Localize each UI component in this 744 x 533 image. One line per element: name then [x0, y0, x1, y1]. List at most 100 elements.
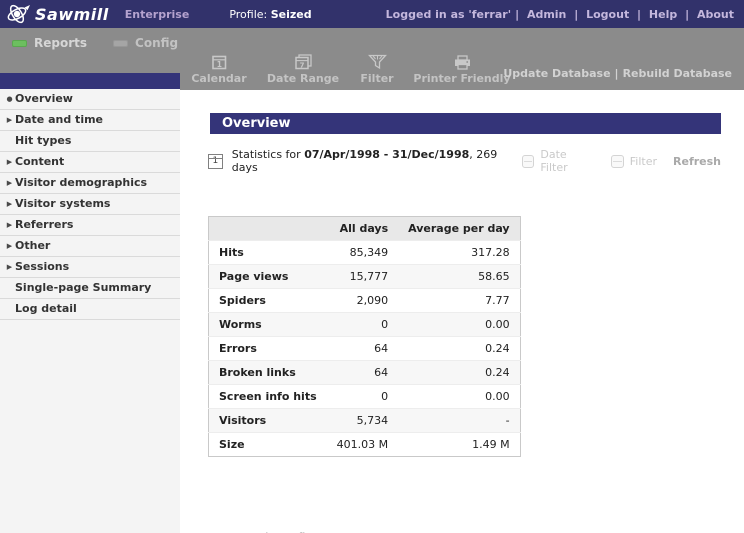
- row-value: 1.49 M: [398, 432, 521, 457]
- printer-icon: [454, 53, 471, 70]
- database-actions: Update Database | Rebuild Database: [503, 67, 732, 80]
- row-value: 58.65: [398, 264, 521, 289]
- sidebar-item-other[interactable]: ▶ Other: [0, 236, 180, 257]
- table-row: Visitors 5,734-: [208, 408, 521, 433]
- tab-reports[interactable]: Reports: [12, 36, 87, 50]
- date-filter-checkbox[interactable]: [521, 154, 535, 168]
- config-tab-label: Config: [135, 36, 179, 50]
- reports-tab-icon: [12, 39, 27, 47]
- sidebar-item-label: Referrers: [15, 218, 74, 231]
- statistics-bar: 1 Statistics for 07/Apr/1998 - 31/Dec/19…: [208, 148, 721, 174]
- sidebar-item-label: Sessions: [15, 260, 70, 273]
- sidebar-item-date-and-time[interactable]: ▶ Date and time: [0, 110, 180, 131]
- sidebar-item-hit-types[interactable]: Hit types: [0, 131, 180, 152]
- date-range-label: Date Range: [266, 72, 340, 85]
- logged-in-text: Logged in as 'ferrar': [385, 7, 512, 21]
- statistics-text: Statistics for 07/Apr/1998 - 31/Dec/1998…: [231, 148, 498, 174]
- sidebar-item-label: Visitor demographics: [15, 176, 148, 189]
- table-row: Screen info hits 0 0.00: [208, 384, 521, 409]
- sidebar-item-overview[interactable]: ● Overview: [0, 89, 180, 110]
- statistics-date-range: 07/Apr/1998 - 31/Dec/1998: [304, 148, 470, 161]
- calendar-label: Calendar: [191, 72, 247, 85]
- top-bar: Sawmill Enterprise Profile: Seized Logge…: [0, 0, 744, 28]
- tab-bar: Reports Config: [12, 36, 178, 50]
- report-toolbar: 1 Calendar 7 Date Range: [184, 53, 522, 85]
- row-label: Worms: [208, 312, 327, 337]
- expand-arrow-icon: ▶: [6, 242, 13, 250]
- table-row: Spiders 2,090 7.77: [208, 288, 521, 313]
- tab-config[interactable]: Config: [113, 36, 178, 50]
- logo-text: Sawmill: [35, 4, 109, 24]
- row-value: 401.03 M: [326, 432, 399, 457]
- update-database-link[interactable]: Update Database: [503, 67, 611, 80]
- row-value: 317.28: [398, 240, 521, 265]
- row-value: 85,349: [326, 240, 399, 265]
- row-value: 5,734: [326, 408, 399, 433]
- page-title: Overview: [210, 113, 721, 134]
- sidebar-item-log-detail[interactable]: Log detail: [0, 299, 180, 320]
- toolbar-band: Reports Config 1 Calendar: [0, 28, 744, 90]
- rebuild-database-link[interactable]: Rebuild Database: [622, 67, 732, 80]
- expand-arrow-icon: ▶: [6, 116, 13, 124]
- logout-link[interactable]: Logout: [586, 7, 630, 21]
- printer-friendly-button[interactable]: Printer Friendly: [402, 53, 522, 85]
- row-label: Broken links: [208, 360, 327, 385]
- refresh-button[interactable]: Refresh: [673, 154, 721, 168]
- column-header: [208, 216, 327, 241]
- sidebar-item-label: Overview: [15, 92, 73, 105]
- filter-button[interactable]: Filter: [352, 53, 402, 85]
- report-sidebar: ● Overview ▶ Date and time Hit types ▶ Content…: [0, 73, 180, 533]
- help-link[interactable]: Help: [648, 7, 678, 21]
- row-value: 15,777: [326, 264, 399, 289]
- table-row: Page views 15,777 58.65: [208, 264, 521, 289]
- row-value: 64: [326, 336, 399, 361]
- sidebar-item-label: Log detail: [15, 302, 77, 315]
- table-row: Size 401.03 M 1.49 M: [208, 432, 521, 457]
- row-label: Visitors: [208, 408, 327, 433]
- row-value: 0: [326, 384, 399, 409]
- admin-link[interactable]: Admin: [526, 7, 567, 21]
- expand-arrow-icon: ▶: [6, 263, 13, 271]
- sidebar-item-sessions[interactable]: ▶ Sessions: [0, 257, 180, 278]
- filter-icon: [367, 53, 387, 70]
- filter-label: Filter: [360, 72, 394, 85]
- row-label: Page views: [208, 264, 327, 289]
- overview-stats-table: All days Average per day Hits 85,349 317.28…: [208, 216, 521, 457]
- filter-control: Filter: [610, 154, 658, 168]
- config-tab-icon: [113, 39, 129, 47]
- filter-checkbox[interactable]: [610, 154, 624, 168]
- calendar-button[interactable]: 1 Calendar: [184, 53, 254, 85]
- row-value: 64: [326, 360, 399, 385]
- sidebar-item-referrers[interactable]: ▶ Referrers: [0, 215, 180, 236]
- sidebar-item-visitor-demographics[interactable]: ▶ Visitor demographics: [0, 173, 180, 194]
- expand-arrow-icon: ▶: [6, 200, 13, 208]
- expand-arrow-icon: ▶: [6, 221, 13, 229]
- row-label: Size: [208, 432, 327, 457]
- sidebar-item-label: Other: [15, 239, 51, 252]
- expand-arrow-icon: ▶: [6, 179, 13, 187]
- column-header: Average per day: [398, 216, 521, 241]
- date-range-button[interactable]: 7 Date Range: [254, 53, 352, 85]
- report-content: Overview 1 Statistics for 07/Apr/1998 - …: [180, 90, 744, 533]
- table-row: Errors 64 0.24: [208, 336, 521, 361]
- row-value: 0.24: [398, 360, 521, 385]
- sidebar-item-label: Single-page Summary: [15, 281, 152, 294]
- row-label: Hits: [208, 240, 327, 265]
- row-label: Spiders: [208, 288, 327, 313]
- sidebar-item-content[interactable]: ▶ Content: [0, 152, 180, 173]
- overview-table-wrap: All days Average per day Hits 85,349 317.28…: [208, 216, 521, 457]
- stats-table-head-row: All days Average per day: [208, 216, 521, 241]
- row-value: 7.77: [398, 288, 521, 313]
- row-value: 0.24: [398, 336, 521, 361]
- sidebar-item-label: Visitor systems: [15, 197, 111, 210]
- svg-text:1: 1: [216, 60, 221, 69]
- filter-checkbox-label: Filter: [629, 154, 658, 168]
- row-label: Errors: [208, 336, 327, 361]
- about-link[interactable]: About: [696, 7, 734, 21]
- sidebar-item-label: Content: [15, 155, 65, 168]
- sawmill-logo: Sawmill: [5, 2, 109, 26]
- row-value: 0.00: [398, 384, 521, 409]
- sidebar-header-bar: [0, 73, 180, 89]
- sidebar-item-single-page-summary[interactable]: Single-page Summary: [0, 278, 180, 299]
- sidebar-item-visitor-systems[interactable]: ▶ Visitor systems: [0, 194, 180, 215]
